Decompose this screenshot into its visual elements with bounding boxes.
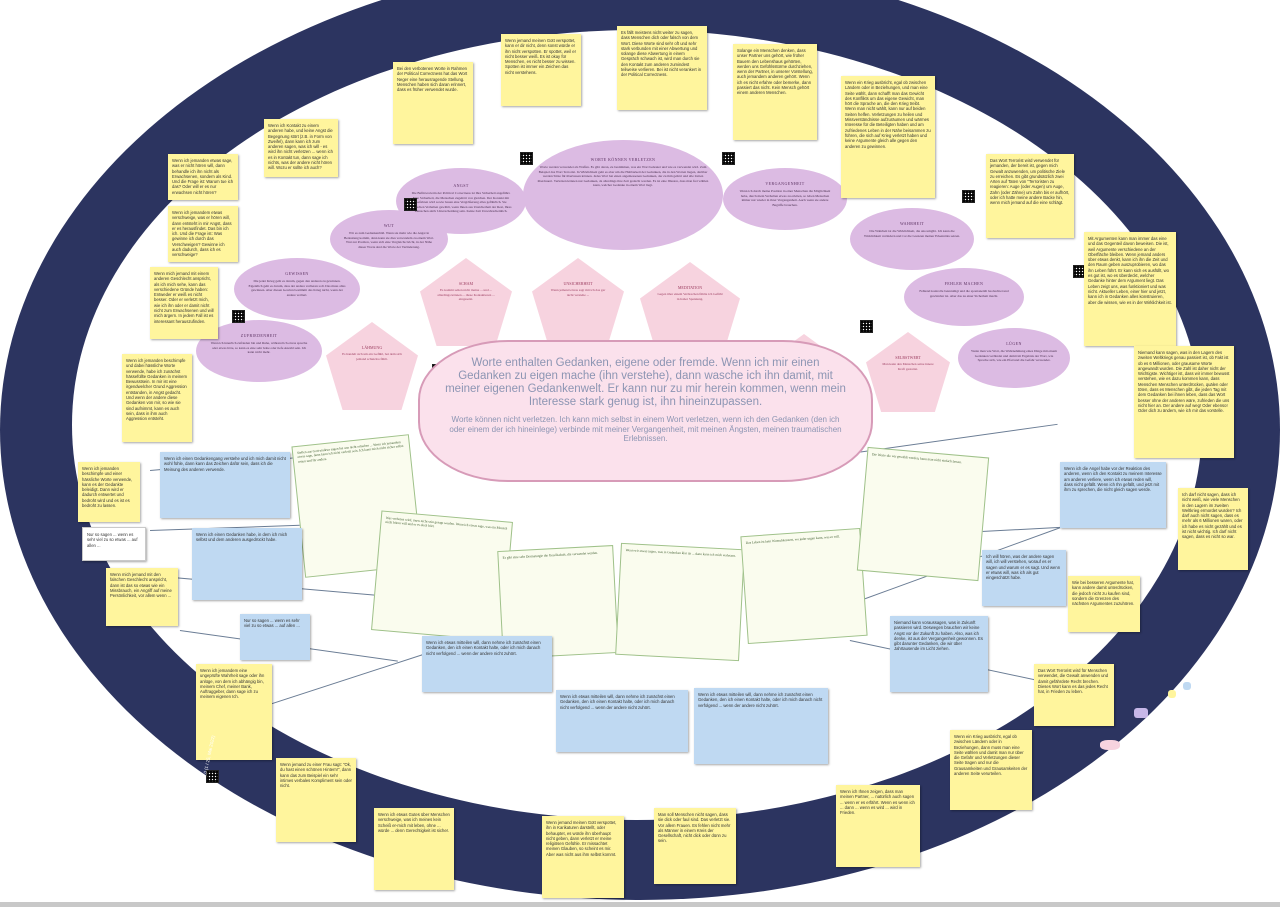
sticky-note: Wenn ich etwas Gutes über Menschen versc… xyxy=(374,808,454,890)
sticky-note: Wenn mich jemand mit den falschen Geschl… xyxy=(106,568,178,626)
qr-code[interactable] xyxy=(860,320,873,333)
sticky-note: Wenn ich die Angel habe vor der Reaktion… xyxy=(1060,462,1166,528)
sticky-note: Wenn ich Ihnen zeigen, dass man meinen P… xyxy=(836,785,920,867)
green-card: Das Leben ist kein Wunschkonzert, wo jed… xyxy=(740,527,868,645)
sticky-note: Wenn jemand meinen Gott verspottet, ihn … xyxy=(542,816,624,898)
sticky-note: Das Wort Terrorist wird verwendet für je… xyxy=(986,154,1074,238)
sticky-note: Wenn ich jemanden etwas sage, was er nic… xyxy=(168,154,238,200)
core-thought-cloud: Worte enthalten Gedanken, eigene oder fr… xyxy=(418,340,873,482)
sticky-note: Wenn ich etwas mitteilen will, dann nehm… xyxy=(556,690,688,752)
sticky-note: Wenn ich jemanden beschimpfe und dabei h… xyxy=(122,354,192,442)
central-title: WORTE KÖNNEN VERLETZEN xyxy=(590,157,656,162)
node-gewissen: GEWISSEN Die jeder Krieg geht es darum, … xyxy=(234,258,360,320)
sticky-note: Mit Argumenten kann man immer das eine u… xyxy=(1084,232,1176,346)
green-card: Wenn wir etwas sagen, was in Gedanken kl… xyxy=(615,542,745,662)
green-card: Die Worte die wir gewählt werden, kann m… xyxy=(856,446,990,582)
qr-code[interactable] xyxy=(404,198,417,211)
qr-code[interactable] xyxy=(206,770,219,783)
node-wut: WUT Wir es zum Gedankenbild. Wenn sie me… xyxy=(330,210,448,268)
tail-cloud-shape xyxy=(1100,740,1120,750)
sticky-note: Wenn ich jemandem eine ungeprüfte Wahrhe… xyxy=(196,664,272,760)
sticky-note: Wenn ein Krieg ausbricht, egal ob zwisch… xyxy=(950,730,1032,810)
sticky-note: Wenn ich einen Gedankengang verstehe und… xyxy=(160,452,290,518)
node-vergangenheit: VERGANGENHEIT Wenn ich durch meine Posit… xyxy=(723,168,847,230)
sticky-note: Solange ein Menschen denken, dass unser … xyxy=(733,44,817,140)
sticky-note: Niemand kann voraussagen, was in Zukunft… xyxy=(890,616,988,692)
sticky-note: Wenn ich jemanden beschimpfe und einer h… xyxy=(78,462,140,522)
sticky-note: Wenn mich jemand mit einem anderen Gesch… xyxy=(150,267,218,339)
sticky-note: Das Wort Terrorist wird für Menschen ver… xyxy=(1034,664,1114,726)
qr-code[interactable] xyxy=(962,190,975,203)
sticky-note: Wenn ich etwas mitteilen will, dann nehm… xyxy=(422,636,552,692)
tail-shape xyxy=(1183,682,1191,690)
sticky-note: Wenn jemand zu einer Frau sagt: "Ok, du … xyxy=(276,758,356,842)
green-card: Was verboten wird, muss nicht sein gesag… xyxy=(371,510,513,642)
sticky-note: Nur so sagen ... wenn es sehr viel zu so… xyxy=(82,527,146,561)
sticky-note: Man soll Menschen nicht sagen, dass sie … xyxy=(654,808,736,884)
node-luegen: LÜGEN Wenn man wie Wort, die Wahrnehmung… xyxy=(958,328,1070,388)
qr-code[interactable] xyxy=(520,152,533,165)
qr-code[interactable] xyxy=(722,152,735,165)
cloud-main-text: Worte enthalten Gedanken, eigene oder fr… xyxy=(445,357,846,408)
sticky-note: Wenn ich jemandem etwas verschweige, was… xyxy=(168,206,238,262)
central-text: Worte werden verwendet als Waffen. Es gi… xyxy=(537,165,709,188)
sticky-note: Wenn ein Krieg ausbricht, egal ob zwisch… xyxy=(841,76,935,198)
sticky-note: Ich will hören, was der andere sagen wil… xyxy=(982,550,1066,606)
sticky-note: Wie bei besseren Argumente hat, kann and… xyxy=(1068,576,1140,632)
node-wahrheit: WAHRHEIT Die Wahrheit ist die Wirklichke… xyxy=(850,208,974,270)
cloud-sub-text: Worte können nicht verletzen. Ich kann m… xyxy=(449,415,842,443)
footer-bar xyxy=(0,902,1280,907)
sticky-note: Wenn ich etwas mitteilen will, dann nehm… xyxy=(694,688,828,764)
sticky-note: Wenn jemand meinen Gott verspottet, kann… xyxy=(501,34,581,106)
sticky-note: Es fällt meistens nicht weiter zu sagen,… xyxy=(617,26,707,110)
sticky-note: Nur so sagen ... wenn es sehr viel zu so… xyxy=(240,614,310,660)
sticky-note: Niemand kann sagen, was in den Lagern de… xyxy=(1134,346,1234,458)
qr-code[interactable] xyxy=(232,310,245,323)
tail-shape xyxy=(1134,708,1148,718)
node-fehler-machen: FEHLER MACHEN Fehlend kontrolle beunruhi… xyxy=(904,268,1024,326)
sticky-note: Bei den verbotenen Worte in Rahmen der P… xyxy=(393,62,473,144)
central-node: WORTE KÖNNEN VERLETZEN Worte werden verw… xyxy=(523,140,723,250)
sticky-note: Wenn ich einen Gedanken habe, in dem ich… xyxy=(192,528,302,600)
sticky-note: Ich darf nicht sagen, dass ich nicht wei… xyxy=(1178,488,1248,570)
sticky-note: Wenn ich Kontakt zu einem anderen habe, … xyxy=(264,119,338,177)
tail-shape xyxy=(1168,690,1176,698)
